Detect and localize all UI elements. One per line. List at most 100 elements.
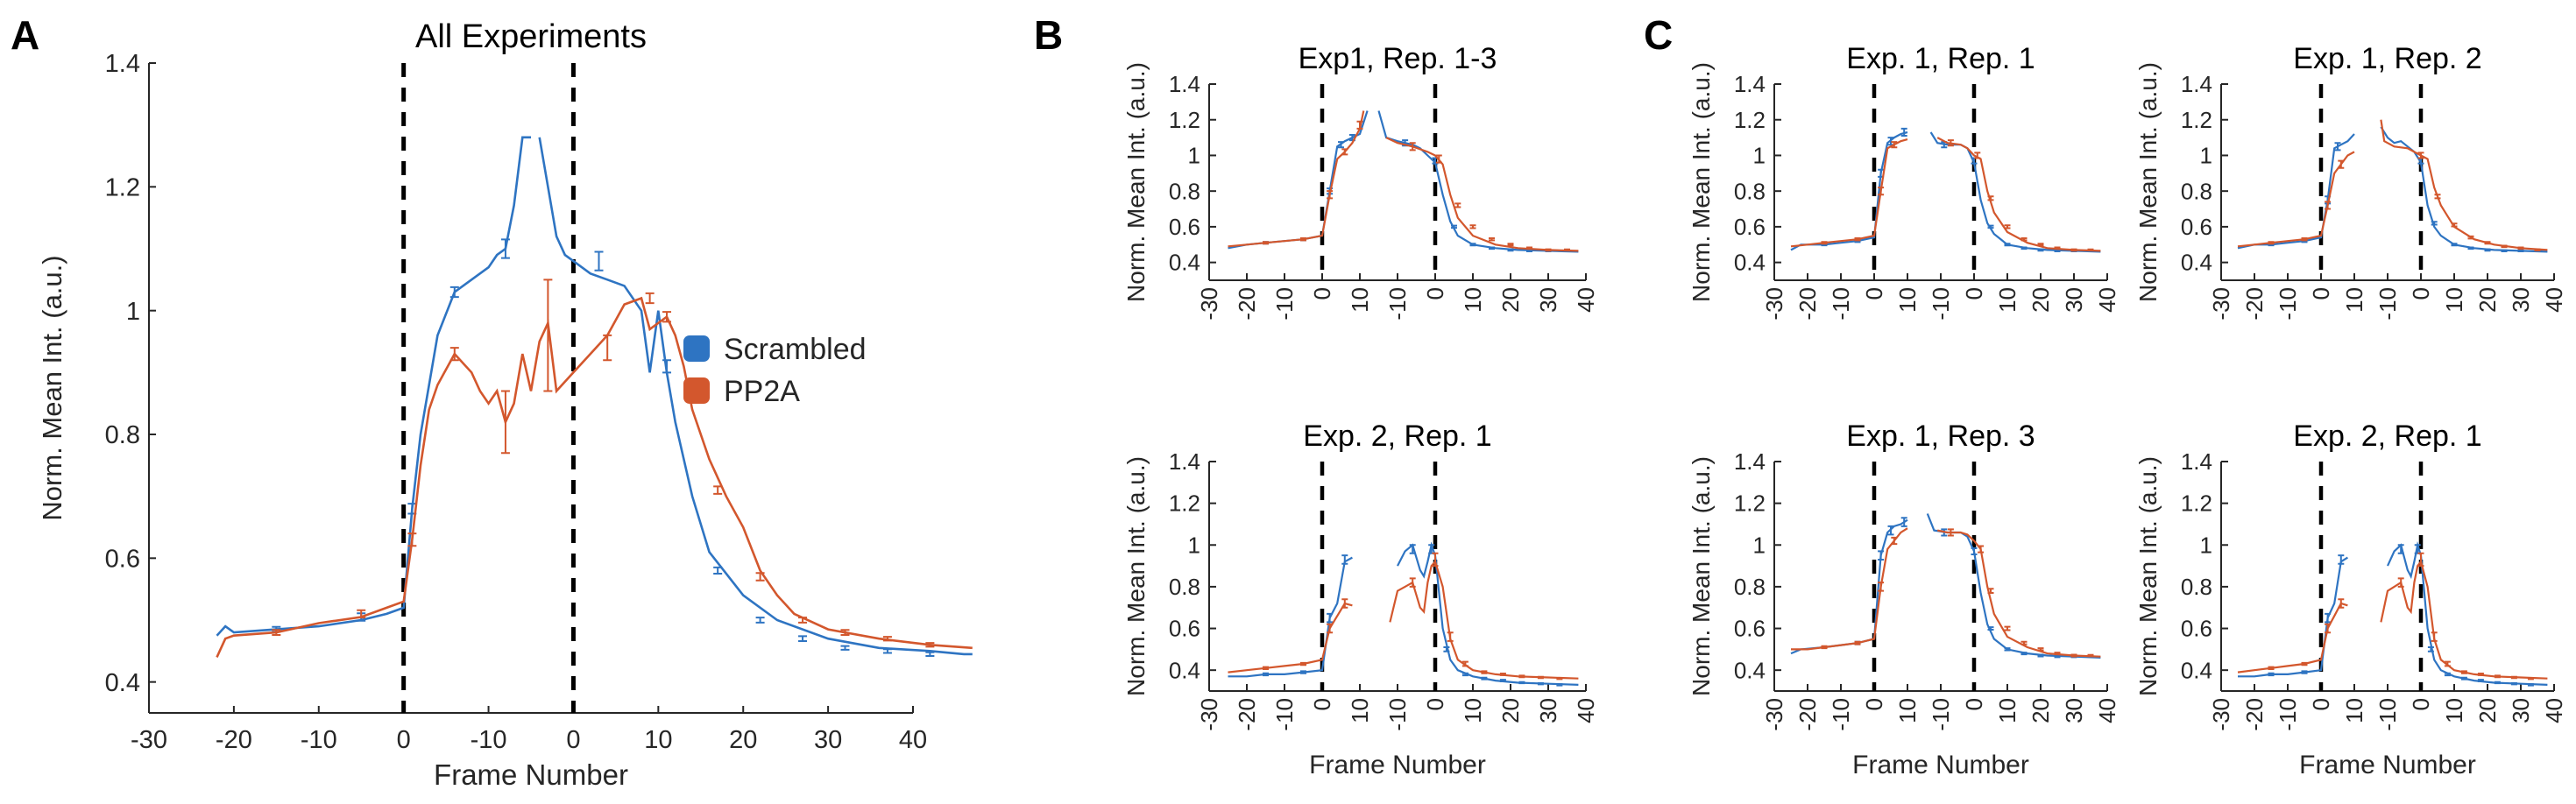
error-bar-pp2a bbox=[1263, 666, 1269, 670]
legend-swatch-pp2a bbox=[683, 377, 710, 404]
error-bar-scrambled bbox=[2427, 645, 2434, 652]
series-line-scrambled bbox=[216, 136, 531, 637]
y-axis-title: Norm. Mean Int. (a.u.) bbox=[1122, 62, 1150, 302]
error-bar-scrambled bbox=[2451, 243, 2458, 247]
error-bar-scrambled bbox=[2477, 679, 2484, 683]
panel-letter-c: C bbox=[1644, 12, 1673, 58]
x-tick-label: -10 bbox=[1928, 698, 1954, 731]
y-tick-label: 0.6 bbox=[2181, 616, 2212, 642]
error-bar-pp2a bbox=[2325, 201, 2332, 210]
x-tick-label: 0 bbox=[2408, 287, 2434, 300]
y-tick-label: 1.2 bbox=[2181, 490, 2212, 517]
x-tick-label: 10 bbox=[2341, 287, 2367, 313]
error-bar-pp2a bbox=[2397, 577, 2404, 588]
x-tick-label: -30 bbox=[2208, 287, 2234, 321]
y-tick-label: 1.4 bbox=[2181, 71, 2212, 97]
series-line-pp2a bbox=[1389, 560, 1579, 680]
x-tick-label: 10 bbox=[2441, 287, 2467, 313]
x-tick-label: 0 bbox=[397, 726, 411, 754]
series-line-pp2a bbox=[1228, 110, 1365, 248]
chart-panel-c-bottom-right: 0.4 0.6 0.8 1 1.2 1.4 -30 -20 -10 0 10 -10 0 10 20 30 40… bbox=[2134, 420, 2567, 779]
error-bar-pp2a bbox=[2037, 647, 2044, 652]
x-tick-label: 40 bbox=[1573, 287, 1599, 313]
x-tick-label: 30 bbox=[1535, 287, 1561, 313]
error-bar-scrambled bbox=[1900, 127, 1907, 138]
x-tick-label: 10 bbox=[1894, 698, 1921, 723]
x-tick-label: -10 bbox=[1384, 287, 1411, 321]
x-tick-label: -10 bbox=[2275, 698, 2301, 731]
legend-swatch-scrambled bbox=[683, 335, 710, 362]
x-tick-label: 20 bbox=[729, 726, 757, 754]
chart-panel-c-top-left: 0.4 0.6 0.8 1 1.2 1.4 -30 -20 -10 0 10 -10 0 10 20 30 40… bbox=[1688, 42, 2120, 321]
y-tick-label: 0.8 bbox=[1734, 178, 1766, 204]
error-bar-scrambled bbox=[1900, 517, 1907, 527]
y-tick-label: 0.4 bbox=[105, 669, 140, 697]
error-bar-pp2a bbox=[2268, 241, 2275, 245]
y-tick-label: 0.8 bbox=[105, 421, 140, 449]
error-bar-pp2a bbox=[2054, 652, 2061, 656]
x-tick-label: 0 bbox=[2308, 287, 2334, 300]
y-tick-label: 1.2 bbox=[2181, 107, 2212, 133]
error-bar-scrambled bbox=[662, 359, 672, 374]
error-bar-scrambled bbox=[2004, 647, 2011, 652]
error-bar-scrambled bbox=[2510, 681, 2517, 686]
x-tick-label: 0 bbox=[1422, 287, 1448, 300]
y-tick-label: 0.8 bbox=[1169, 178, 1200, 204]
error-bar-pp2a bbox=[1821, 241, 1828, 245]
x-tick-label: 10 bbox=[1894, 287, 1921, 313]
error-bar-pp2a bbox=[2054, 246, 2061, 250]
error-bar-pp2a bbox=[798, 617, 808, 624]
error-bar-scrambled bbox=[1887, 525, 1894, 536]
series-line-pp2a bbox=[1936, 529, 2101, 658]
chart-title: Exp1, Rep. 1-3 bbox=[1299, 42, 1497, 75]
error-bar-pp2a bbox=[1891, 141, 1898, 149]
y-tick-label: 0.8 bbox=[1734, 574, 1766, 600]
error-bar-pp2a bbox=[1447, 631, 1454, 642]
error-bar-pp2a bbox=[1974, 152, 1981, 159]
error-bar-pp2a bbox=[357, 609, 366, 619]
error-bar-scrambled bbox=[798, 635, 808, 643]
error-bar-scrambled bbox=[2334, 142, 2341, 152]
error-bar-scrambled bbox=[500, 238, 510, 259]
y-tick-label: 0.8 bbox=[2181, 178, 2212, 204]
x-tick-label: 10 bbox=[1460, 287, 1486, 313]
error-bar-scrambled bbox=[1443, 645, 1450, 652]
error-bar-scrambled bbox=[2054, 249, 2061, 253]
x-tick-label: 10 bbox=[1460, 698, 1486, 723]
error-bar-pp2a bbox=[1356, 120, 1363, 130]
error-bar-scrambled bbox=[2397, 544, 2404, 554]
error-bar-scrambled bbox=[1987, 224, 1994, 229]
y-tick-label: 0.4 bbox=[1169, 250, 1200, 276]
chart-title: Exp. 1, Rep. 1 bbox=[1846, 42, 2035, 75]
x-tick-label: -30 bbox=[1196, 698, 1222, 731]
y-tick-label: 0.4 bbox=[2181, 657, 2212, 683]
y-tick-label: 0.4 bbox=[1169, 657, 1200, 683]
error-bar-scrambled bbox=[1338, 141, 1344, 149]
error-bar-scrambled bbox=[2004, 243, 2011, 247]
panel-letter-a: A bbox=[11, 12, 39, 58]
y-tick-label: 0.6 bbox=[1169, 214, 1200, 240]
y-tick-label: 1 bbox=[2200, 143, 2212, 169]
x-tick-label: 0 bbox=[2308, 698, 2334, 710]
panel-letter-b: B bbox=[1034, 12, 1063, 58]
x-tick-label: 0 bbox=[1861, 287, 1887, 300]
series-line-scrambled bbox=[2237, 133, 2355, 250]
x-tick-label: 40 bbox=[2541, 287, 2567, 313]
error-bar-pp2a bbox=[1518, 674, 1525, 679]
y-tick-label: 0.6 bbox=[1169, 616, 1200, 642]
y-tick-label: 0.4 bbox=[1734, 250, 1766, 276]
x-tick-label: 40 bbox=[1573, 698, 1599, 723]
legend-label-pp2a: PP2A bbox=[724, 375, 800, 408]
chart-panel-c-top-right: 0.4 0.6 0.8 1 1.2 1.4 -30 -20 -10 0 10 -10 0 10 20 30 40… bbox=[2134, 42, 2567, 321]
error-bar-scrambled bbox=[882, 648, 892, 654]
series-line-pp2a bbox=[2237, 602, 2348, 674]
x-tick-label: 0 bbox=[2408, 698, 2434, 710]
x-tick-label: 20 bbox=[1497, 287, 1524, 313]
error-bar-scrambled bbox=[1409, 544, 1416, 554]
y-tick-label: 0.6 bbox=[2181, 214, 2212, 240]
error-bar-scrambled bbox=[1987, 626, 1994, 631]
error-bar-scrambled bbox=[1507, 248, 1514, 252]
error-bar-pp2a bbox=[2510, 675, 2517, 680]
error-bar-pp2a bbox=[1891, 536, 1898, 546]
error-bar-scrambled bbox=[925, 651, 935, 657]
